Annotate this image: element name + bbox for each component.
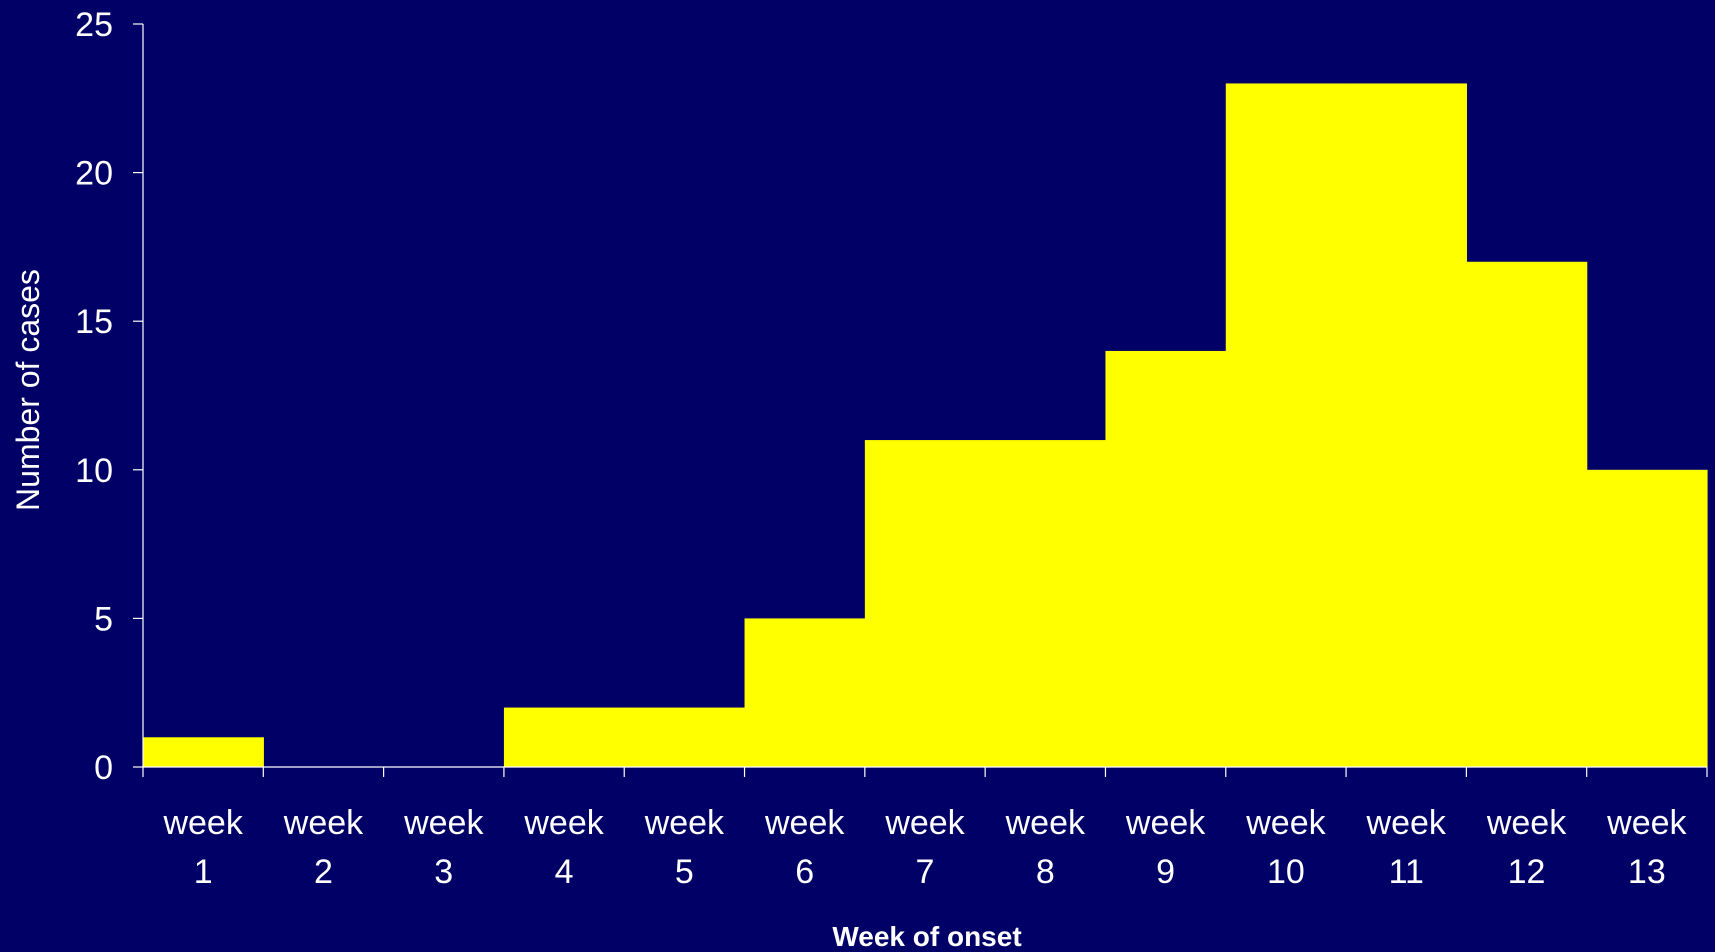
bar-8: [985, 440, 1107, 767]
x-tick-label: week 7: [884, 804, 965, 891]
axes-group: [133, 23, 1708, 777]
y-tick-label: 5: [94, 600, 113, 638]
x-tick-label: week 3: [403, 804, 484, 891]
x-tick-label: week 11: [1366, 804, 1447, 891]
y-tick-label: 25: [75, 6, 113, 44]
x-tick-label: week 13: [1606, 804, 1687, 891]
bar-4: [503, 707, 625, 767]
x-tick-label: week 6: [764, 804, 845, 891]
bar-1: [143, 737, 264, 767]
bar-10: [1225, 83, 1347, 767]
bar-7: [864, 440, 986, 767]
x-tick-label: week 8: [1005, 804, 1086, 891]
bar-11: [1346, 83, 1467, 767]
y-tick-label: 15: [75, 303, 113, 341]
bar-9: [1105, 350, 1227, 767]
bar-13: [1586, 469, 1708, 767]
x-tick-label: week 1: [162, 804, 243, 891]
y-tick-labels: 0 5 10 15 20 25: [75, 6, 113, 787]
x-tick-label: week 2: [283, 804, 364, 891]
x-tick-label: week 5: [644, 804, 725, 891]
bar-6: [744, 618, 866, 767]
x-axis-title: Week of onset: [832, 921, 1021, 952]
x-tick-label: week 12: [1486, 804, 1567, 891]
bar-5: [624, 707, 746, 767]
y-axis-title: Number of cases: [10, 269, 46, 511]
y-tick-label: 10: [75, 452, 113, 490]
x-tick-labels: week 1 week 2 week 3 week 4 week 5 week 6 week 7 week 8…: [162, 804, 1687, 891]
x-tick-label: week 10: [1245, 804, 1326, 891]
y-tick-label: 20: [75, 155, 113, 193]
x-tick-label: week 4: [523, 804, 604, 891]
bar-12: [1466, 261, 1588, 767]
y-tick-label: 0: [94, 749, 113, 787]
bars-group: [143, 83, 1708, 767]
x-tick-label: week 9: [1125, 804, 1206, 891]
